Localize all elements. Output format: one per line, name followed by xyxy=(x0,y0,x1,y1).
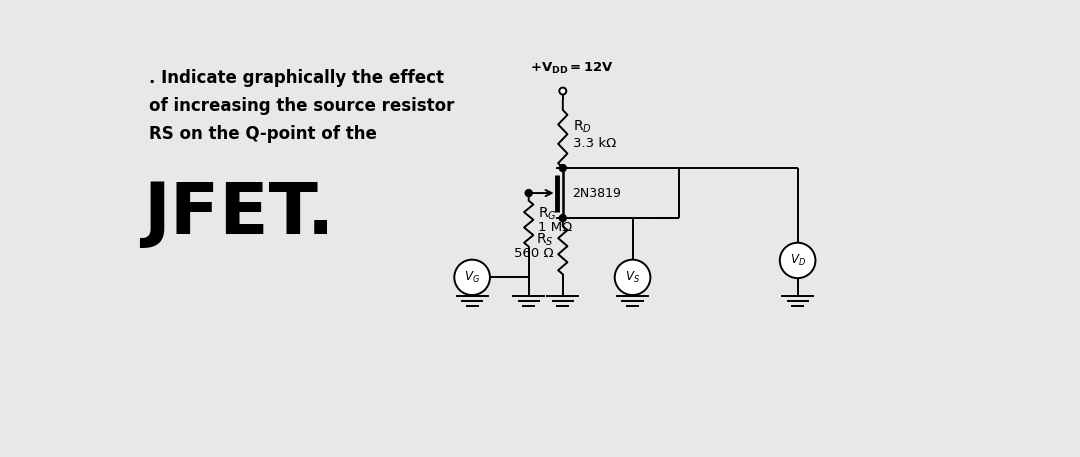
Text: R$_D$: R$_D$ xyxy=(572,118,592,135)
Text: $V_S$: $V_S$ xyxy=(625,270,640,285)
Text: 2N3819: 2N3819 xyxy=(572,186,621,200)
Text: JFET.: JFET. xyxy=(143,180,334,249)
Text: $V_D$: $V_D$ xyxy=(789,253,806,268)
Text: 3.3 kΩ: 3.3 kΩ xyxy=(572,137,616,150)
Text: $\bf{+ V_{DD} = 12V}$: $\bf{+ V_{DD} = 12V}$ xyxy=(530,60,615,75)
Circle shape xyxy=(559,165,566,171)
Text: R$_S$: R$_S$ xyxy=(536,232,554,248)
Circle shape xyxy=(780,243,815,278)
Text: RS on the Q-point of the: RS on the Q-point of the xyxy=(149,125,377,143)
Text: of increasing the source resistor: of increasing the source resistor xyxy=(149,97,455,115)
Circle shape xyxy=(525,190,532,197)
Circle shape xyxy=(455,260,490,295)
Circle shape xyxy=(559,215,566,222)
Circle shape xyxy=(615,260,650,295)
Text: 1 MΩ: 1 MΩ xyxy=(538,221,572,234)
Text: R$_G$: R$_G$ xyxy=(538,206,557,222)
Circle shape xyxy=(559,88,566,95)
Text: 560 Ω: 560 Ω xyxy=(514,247,554,260)
Text: $V_G$: $V_G$ xyxy=(464,270,481,285)
Text: . Indicate graphically the effect: . Indicate graphically the effect xyxy=(149,69,444,87)
